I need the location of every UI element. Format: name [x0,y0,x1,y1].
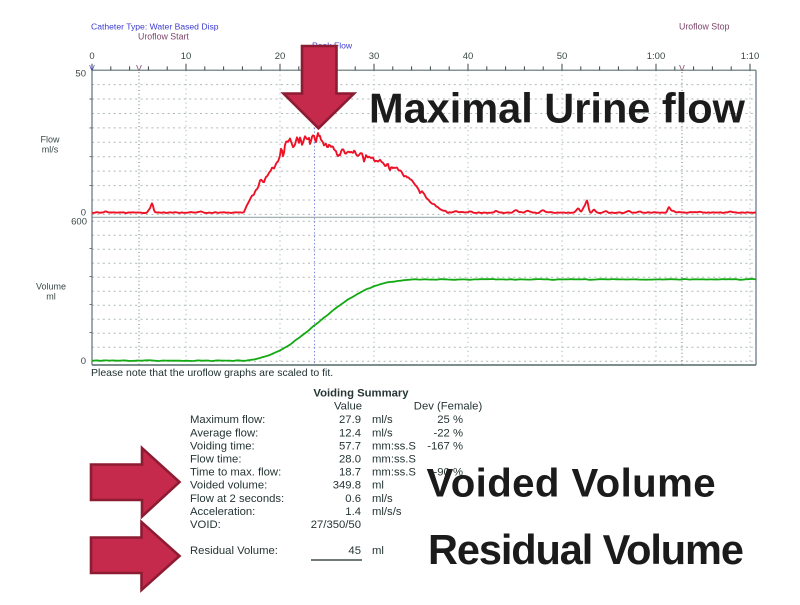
svg-text:mm:ss.S: mm:ss.S [372,454,416,466]
svg-text:20: 20 [275,51,286,62]
svg-text:V: V [679,63,685,73]
svg-text:10: 10 [181,51,192,62]
svg-text:25 %: 25 % [437,414,463,426]
svg-text:ml: ml [46,292,56,302]
svg-text:Residual Volume: Residual Volume [428,526,743,573]
svg-text:Flow: Flow [40,135,60,145]
svg-text:45: 45 [348,545,361,557]
svg-text:40: 40 [463,51,474,62]
svg-text:Voiding Summary: Voiding Summary [313,388,409,400]
svg-text:349.8: 349.8 [333,480,361,492]
svg-text:-22 %: -22 % [433,427,463,439]
svg-text:mm:ss.S: mm:ss.S [372,467,416,479]
svg-text:57.7: 57.7 [339,440,361,452]
svg-text:Average flow:: Average flow: [190,427,258,439]
svg-text:Acceleration:: Acceleration: [190,506,255,518]
svg-text:0.6: 0.6 [345,493,361,505]
svg-text:12.4: 12.4 [339,427,361,439]
svg-text:ml/s: ml/s [372,414,393,426]
svg-text:Voided Volume: Voided Volume [427,461,717,506]
svg-text:30: 30 [369,51,380,62]
svg-text:Maximal Urine flow: Maximal Urine flow [369,85,746,132]
svg-text:Voided volume:: Voided volume: [190,480,267,492]
svg-text:Voiding time:: Voiding time: [190,440,255,452]
svg-text:-167 %: -167 % [427,440,463,452]
svg-text:Value: Value [334,401,362,413]
svg-text:VOID:: VOID: [190,519,221,531]
svg-text:ml: ml [372,480,384,492]
svg-text:Uroflow Stop: Uroflow Stop [679,22,729,32]
svg-text:27.9: 27.9 [339,414,361,426]
svg-text:ml/s: ml/s [372,493,393,505]
svg-text:50: 50 [75,69,86,80]
svg-text:ml/s/s: ml/s/s [372,506,402,518]
svg-text:1.4: 1.4 [345,506,361,518]
svg-text:18.7: 18.7 [339,467,361,479]
svg-text:Dev (Female): Dev (Female) [414,401,483,413]
svg-text:Flow at 2 seconds:: Flow at 2 seconds: [190,493,284,505]
svg-text:Uroflow Start: Uroflow Start [138,32,189,42]
svg-text:ml: ml [372,545,384,557]
svg-text:Volume: Volume [36,282,66,292]
svg-text:mm:ss.S: mm:ss.S [372,440,416,452]
svg-text:0: 0 [81,356,86,367]
svg-text:V: V [136,63,142,73]
svg-text:Residual Volume:: Residual Volume: [190,545,278,557]
svg-text:Time to max. flow:: Time to max. flow: [190,467,281,479]
svg-text:50: 50 [557,51,568,62]
svg-text:Flow time:: Flow time: [190,454,241,466]
svg-text:Maximum flow:: Maximum flow: [190,414,265,426]
svg-text:0: 0 [89,51,94,62]
svg-text:0: 0 [81,208,86,219]
svg-text:ml/s: ml/s [372,427,393,439]
svg-text:27/350/50: 27/350/50 [311,519,361,531]
svg-text:600: 600 [71,217,87,228]
svg-text:ml/s: ml/s [42,145,59,155]
svg-text:1:00: 1:00 [647,51,666,62]
svg-text:-90 %: -90 % [433,467,463,479]
svg-text:1:10: 1:10 [741,51,760,62]
svg-text:Catheter Type: Water Based Dis: Catheter Type: Water Based Disp [91,22,219,32]
svg-text:28.0: 28.0 [339,454,361,466]
svg-text:Please note that the uroflow g: Please note that the uroflow graphs are … [91,367,333,379]
